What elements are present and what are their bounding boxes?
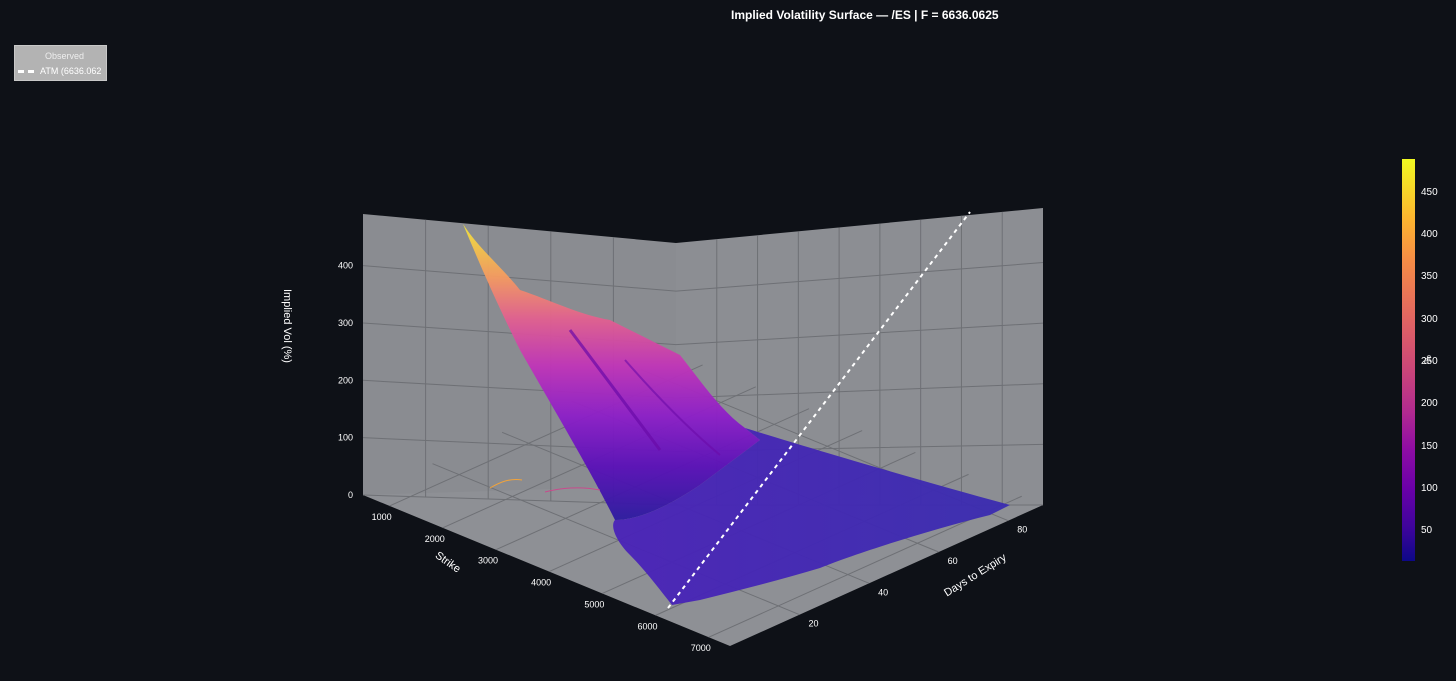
chart-title: Implied Volatility Surface — /ES | F = 6…: [731, 8, 999, 22]
legend-item-observed[interactable]: Observed: [45, 51, 84, 61]
observed-trace-1: [489, 479, 523, 489]
surface-ridge-2: [624, 359, 721, 456]
legend-item-atm[interactable]: ATM (6636.062: [18, 66, 101, 76]
y-tick-label: 20: [809, 619, 819, 629]
z-tick-label: 300: [338, 318, 353, 328]
x-tick-label: 5000: [584, 599, 604, 609]
x-tick-label: 4000: [531, 578, 551, 588]
legend[interactable]: Observed ATM (6636.062: [14, 45, 107, 81]
x-axis-label: Strike: [433, 550, 463, 576]
surface-floor: [613, 428, 1010, 605]
z-axis-label: Implied Vol (%): [281, 289, 293, 363]
x-tick-label: 2000: [425, 534, 445, 544]
back-wall-right: [676, 208, 1043, 505]
colorbar-tick-label: 150: [1421, 440, 1438, 452]
legend-label-observed: Observed: [45, 51, 85, 61]
colorbar-tick-label: 400: [1421, 229, 1438, 241]
colorbar-title: %: [1421, 355, 1432, 364]
colorbar-tick-label: 450: [1421, 186, 1438, 198]
colorbar-tick-label: 50: [1421, 525, 1433, 537]
y-tick-label: 80: [1017, 525, 1027, 535]
legend-label-atm: ATM (6636.062: [40, 66, 102, 76]
colorbar-tick-label: 200: [1421, 398, 1438, 410]
y-axis-ticks: 20 40 60 80: [809, 525, 1028, 629]
z-tick-label: 200: [338, 375, 353, 385]
z-tick-label: 400: [338, 261, 353, 271]
x-tick-label: 1000: [372, 512, 392, 522]
y-tick-label: 40: [878, 587, 888, 597]
z-tick-label: 100: [338, 433, 353, 443]
observed-trace-2: [544, 487, 601, 493]
x-tick-label: 6000: [638, 621, 658, 631]
z-axis-ticks: 0 100 200 300 400: [338, 261, 353, 500]
colorbar-tick-label: 350: [1421, 271, 1438, 283]
x-tick-label: 7000: [691, 643, 711, 653]
colorbar: [1402, 159, 1415, 561]
colorbar-tick-label: 300: [1421, 313, 1438, 325]
atm-line: [667, 211, 971, 609]
x-tick-label: 3000: [478, 556, 498, 566]
y-tick-label: 60: [948, 556, 958, 566]
legend-swatch-atm: [18, 69, 34, 73]
colorbar-tick-label: 250: [1421, 356, 1438, 368]
surface-wing: [463, 224, 760, 520]
surface-ridge-1: [568, 329, 662, 451]
colorbar-tick-label: 100: [1421, 483, 1438, 495]
x-axis-ticks: 1000 2000 3000 4000 5000 6000 7000: [372, 512, 711, 653]
z-tick-label: 0: [348, 490, 353, 500]
